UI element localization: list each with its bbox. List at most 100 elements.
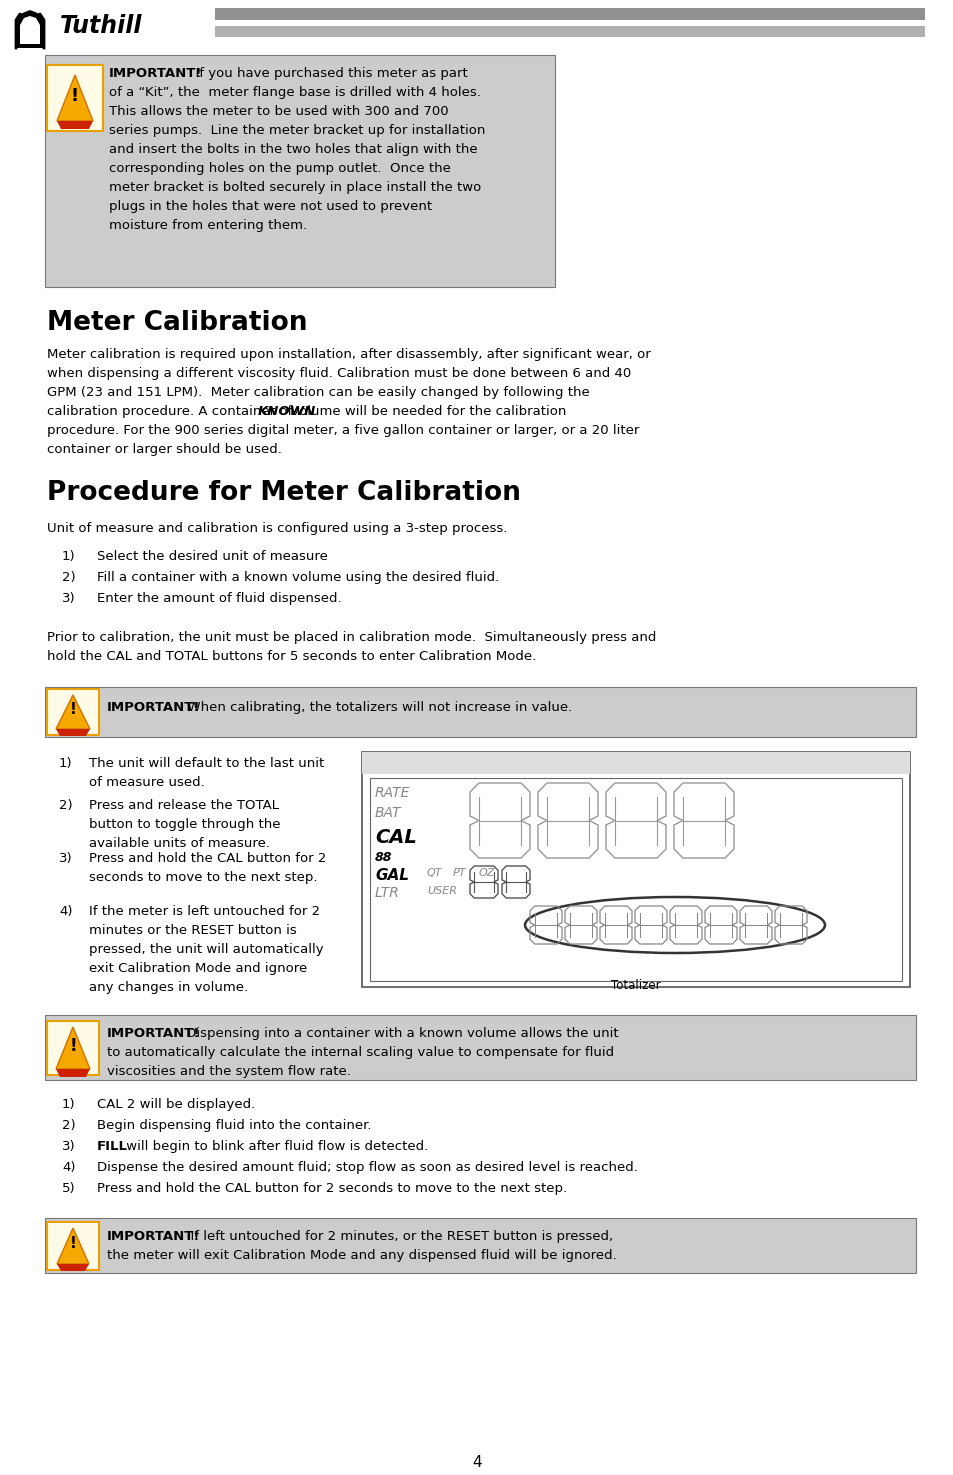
Text: 1): 1) bbox=[62, 1097, 75, 1111]
Bar bbox=[370, 777, 901, 981]
Text: minutes or the RESET button is: minutes or the RESET button is bbox=[89, 923, 296, 937]
Text: The unit will default to the last unit: The unit will default to the last unit bbox=[89, 757, 324, 770]
Text: procedure. For the 900 series digital meter, a five gallon container or larger, : procedure. For the 900 series digital me… bbox=[47, 423, 639, 437]
Text: calibration procedure. A container of: calibration procedure. A container of bbox=[47, 406, 296, 417]
Text: viscosities and the system flow rate.: viscosities and the system flow rate. bbox=[107, 1065, 351, 1078]
Text: when dispensing a different viscosity fluid. Calibration must be done between 6 : when dispensing a different viscosity fl… bbox=[47, 367, 631, 381]
Text: and insert the bolts in the two holes that align with the: and insert the bolts in the two holes th… bbox=[109, 143, 477, 156]
FancyBboxPatch shape bbox=[47, 1221, 99, 1270]
Text: of a “Kit”, the  meter flange base is drilled with 4 holes.: of a “Kit”, the meter flange base is dri… bbox=[109, 86, 480, 99]
Bar bbox=[214, 7, 924, 21]
Text: IMPORTANT!: IMPORTANT! bbox=[107, 1230, 200, 1243]
Text: 88: 88 bbox=[375, 851, 392, 864]
Text: button to toggle through the: button to toggle through the bbox=[89, 819, 280, 830]
Text: pressed, the unit will automatically: pressed, the unit will automatically bbox=[89, 943, 323, 956]
Text: Unit of measure and calibration is configured using a 3-step process.: Unit of measure and calibration is confi… bbox=[47, 522, 507, 535]
Text: Press and release the TOTAL: Press and release the TOTAL bbox=[89, 799, 278, 813]
Text: Tuthill: Tuthill bbox=[60, 13, 142, 38]
Text: !: ! bbox=[70, 1037, 77, 1055]
Text: Totalizer: Totalizer bbox=[611, 979, 660, 993]
Polygon shape bbox=[20, 16, 40, 44]
Text: Enter the amount of fluid dispensed.: Enter the amount of fluid dispensed. bbox=[97, 591, 341, 605]
Text: !: ! bbox=[70, 1236, 76, 1251]
Text: of measure used.: of measure used. bbox=[89, 776, 205, 789]
Text: 1): 1) bbox=[59, 757, 72, 770]
Text: available units of measure.: available units of measure. bbox=[89, 836, 270, 850]
Text: GPM (23 and 151 LPM).  Meter calibration can be easily changed by following the: GPM (23 and 151 LPM). Meter calibration … bbox=[47, 386, 589, 400]
Text: 2): 2) bbox=[62, 571, 75, 584]
Text: Dispense the desired amount fluid; stop flow as soon as desired level is reached: Dispense the desired amount fluid; stop … bbox=[97, 1161, 638, 1174]
Text: 4): 4) bbox=[62, 1161, 75, 1174]
Text: seconds to move to the next step.: seconds to move to the next step. bbox=[89, 872, 317, 884]
Polygon shape bbox=[57, 121, 92, 128]
Text: meter bracket is bolted securely in place install the two: meter bracket is bolted securely in plac… bbox=[109, 181, 480, 195]
Polygon shape bbox=[56, 1069, 90, 1077]
Text: IMPORTANT!: IMPORTANT! bbox=[109, 66, 202, 80]
Text: This allows the meter to be used with 300 and 700: This allows the meter to be used with 30… bbox=[109, 105, 448, 118]
Text: Select the desired unit of measure: Select the desired unit of measure bbox=[97, 550, 328, 563]
Text: RATE: RATE bbox=[375, 786, 410, 799]
Text: 3): 3) bbox=[62, 1140, 75, 1153]
Polygon shape bbox=[57, 1264, 89, 1271]
Text: If you have purchased this meter as part: If you have purchased this meter as part bbox=[187, 66, 467, 80]
Text: When calibrating, the totalizers will not increase in value.: When calibrating, the totalizers will no… bbox=[179, 701, 572, 714]
Text: !: ! bbox=[71, 87, 79, 105]
Text: Procedure for Meter Calibration: Procedure for Meter Calibration bbox=[47, 479, 520, 506]
Polygon shape bbox=[56, 695, 90, 729]
Text: PT: PT bbox=[453, 867, 466, 878]
Text: Fill a container with a known volume using the desired fluid.: Fill a container with a known volume usi… bbox=[97, 571, 498, 584]
Text: 3): 3) bbox=[62, 591, 75, 605]
Text: 2): 2) bbox=[62, 1120, 75, 1131]
Bar bbox=[361, 752, 909, 987]
Text: 1): 1) bbox=[62, 550, 75, 563]
Text: exit Calibration Mode and ignore: exit Calibration Mode and ignore bbox=[89, 962, 307, 975]
Text: 3): 3) bbox=[59, 853, 72, 864]
Text: volume will be needed for the calibration: volume will be needed for the calibratio… bbox=[286, 406, 565, 417]
FancyBboxPatch shape bbox=[47, 65, 103, 131]
Text: FILL: FILL bbox=[97, 1140, 128, 1153]
Text: Press and hold the CAL button for 2: Press and hold the CAL button for 2 bbox=[89, 853, 326, 864]
Text: USER: USER bbox=[427, 886, 456, 895]
Text: KNOWN: KNOWN bbox=[257, 406, 316, 417]
Text: 4: 4 bbox=[472, 1454, 481, 1471]
Bar bbox=[45, 55, 555, 288]
Text: container or larger should be used.: container or larger should be used. bbox=[47, 442, 281, 456]
Text: GAL: GAL bbox=[375, 867, 409, 884]
Text: any changes in volume.: any changes in volume. bbox=[89, 981, 248, 994]
Text: plugs in the holes that were not used to prevent: plugs in the holes that were not used to… bbox=[109, 201, 432, 212]
FancyBboxPatch shape bbox=[47, 689, 99, 735]
Bar bbox=[45, 687, 915, 738]
Text: QT: QT bbox=[427, 867, 442, 878]
Text: hold the CAL and TOTAL buttons for 5 seconds to enter Calibration Mode.: hold the CAL and TOTAL buttons for 5 sec… bbox=[47, 650, 536, 662]
Text: LTR: LTR bbox=[375, 886, 399, 900]
Polygon shape bbox=[56, 1027, 90, 1069]
Text: Prior to calibration, the unit must be placed in calibration mode.  Simultaneous: Prior to calibration, the unit must be p… bbox=[47, 631, 656, 645]
Text: OZ: OZ bbox=[478, 867, 495, 878]
Text: If the meter is left untouched for 2: If the meter is left untouched for 2 bbox=[89, 906, 320, 917]
Text: moisture from entering them.: moisture from entering them. bbox=[109, 218, 307, 232]
Text: corresponding holes on the pump outlet.  Once the: corresponding holes on the pump outlet. … bbox=[109, 162, 451, 176]
Bar bbox=[214, 27, 924, 37]
Text: 2): 2) bbox=[59, 799, 72, 813]
Text: 4): 4) bbox=[59, 906, 72, 917]
Text: If left untouched for 2 minutes, or the RESET button is pressed,: If left untouched for 2 minutes, or the … bbox=[182, 1230, 613, 1243]
Polygon shape bbox=[56, 729, 90, 736]
Text: to automatically calculate the internal scaling value to compensate for fluid: to automatically calculate the internal … bbox=[107, 1046, 614, 1059]
Bar bbox=[45, 1015, 915, 1080]
Text: Dispensing into a container with a known volume allows the unit: Dispensing into a container with a known… bbox=[182, 1027, 618, 1040]
Bar bbox=[361, 752, 909, 774]
Polygon shape bbox=[16, 10, 44, 49]
Text: will begin to blink after fluid flow is detected.: will begin to blink after fluid flow is … bbox=[122, 1140, 428, 1153]
Bar bbox=[45, 1218, 915, 1273]
Text: Press and hold the CAL button for 2 seconds to move to the next step.: Press and hold the CAL button for 2 seco… bbox=[97, 1181, 566, 1195]
Text: BAT: BAT bbox=[375, 805, 401, 820]
Text: Begin dispensing fluid into the container.: Begin dispensing fluid into the containe… bbox=[97, 1120, 371, 1131]
Text: Meter Calibration: Meter Calibration bbox=[47, 310, 307, 336]
Text: CAL 2 will be displayed.: CAL 2 will be displayed. bbox=[97, 1097, 255, 1111]
Text: Meter calibration is required upon installation, after disassembly, after signif: Meter calibration is required upon insta… bbox=[47, 348, 650, 361]
Text: CAL: CAL bbox=[375, 827, 416, 847]
Text: !: ! bbox=[70, 702, 76, 717]
Text: series pumps.  Line the meter bracket up for installation: series pumps. Line the meter bracket up … bbox=[109, 124, 485, 137]
Polygon shape bbox=[57, 75, 92, 121]
FancyBboxPatch shape bbox=[47, 1021, 99, 1075]
